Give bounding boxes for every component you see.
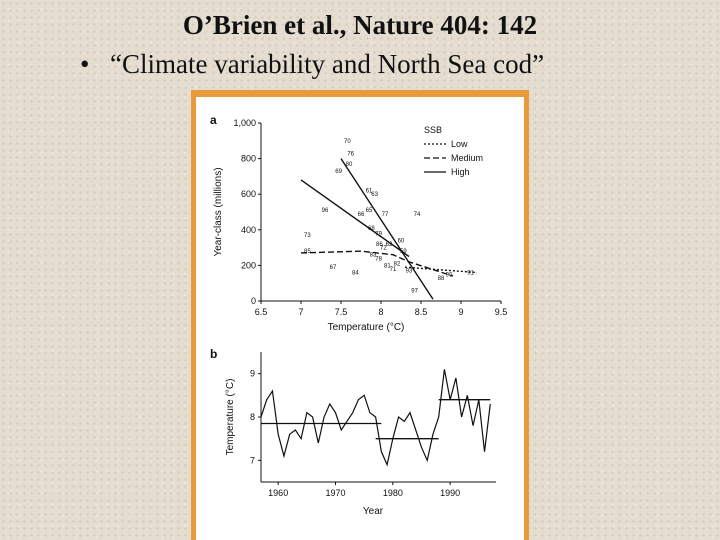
scatter-point-label: 93 xyxy=(406,269,413,275)
scatter-point-label: 83 xyxy=(370,253,377,259)
slide-subtitle: “Climate variability and North Sea cod” xyxy=(110,49,545,79)
panel-a-y-tick-label: 200 xyxy=(241,260,256,270)
panel-b-x-tick-label: 1970 xyxy=(325,488,345,498)
legend-label-medium: Medium xyxy=(451,153,483,163)
scatter-point-label: 91 xyxy=(467,271,474,277)
panel-a-y-tick-label: 400 xyxy=(241,225,256,235)
scatter-point-label: 67 xyxy=(330,265,337,271)
panel-a-y-tick-label: 800 xyxy=(241,154,256,164)
panel-b-y-tick-label: 9 xyxy=(250,369,255,379)
scatter-point-label: 60 xyxy=(398,238,405,244)
scatter-point-label: 72 xyxy=(380,246,387,252)
scatter-point-label: 73 xyxy=(304,233,311,239)
panel-b-y-tick-label: 7 xyxy=(250,455,255,465)
figure-panel: a 6.5 7 7.5 8 8.5 9 9.5 0 200 400 600 800 1,000 Temper… xyxy=(196,97,524,540)
scatter-point-label: 78 xyxy=(375,256,382,262)
scatter-point-label: 85 xyxy=(304,249,311,255)
scatter-point-label: 70 xyxy=(344,139,351,145)
panel-b-x-tick-label: 1980 xyxy=(383,488,403,498)
panel-a-x-tick-label: 9.5 xyxy=(495,307,508,317)
scatter-point-label: 69 xyxy=(335,169,342,175)
scatter-point-label: 59 xyxy=(400,249,407,255)
figure-svg: a 6.5 7 7.5 8 8.5 9 9.5 0 200 400 600 800 1,000 Temper… xyxy=(210,113,508,517)
fit-line-high xyxy=(300,179,410,258)
panel-a-y-tick-label: 0 xyxy=(251,296,256,306)
scatter-point-label: 81 xyxy=(384,263,391,269)
figure-frame: a 6.5 7 7.5 8 8.5 9 9.5 0 200 400 600 800 1,000 Temper… xyxy=(191,90,529,540)
scatter-point-label: 80 xyxy=(346,162,353,168)
scatter-point-label: 65 xyxy=(366,208,373,214)
scatter-point-label: 62 xyxy=(386,242,393,248)
panel-b-label: b xyxy=(210,347,217,361)
scatter-point-label: 84 xyxy=(352,271,359,277)
bullet-glyph: • xyxy=(80,49,90,79)
scatter-point-label: 66 xyxy=(358,212,365,218)
scatter-point-label: 71 xyxy=(390,267,397,273)
scatter-point-label: 79 xyxy=(375,231,382,237)
scatter-point-label: 88 xyxy=(438,276,445,282)
panel-b-x-tick-label: 1990 xyxy=(440,488,460,498)
legend-title: SSB xyxy=(424,125,442,135)
panel-a-x-tick-label: 9 xyxy=(458,307,463,317)
panel-a-x-tick-label: 7.5 xyxy=(335,307,348,317)
scatter-point-label: 76 xyxy=(347,151,354,157)
panel-a-x-tick-label: 8.5 xyxy=(415,307,428,317)
scatter-point-label: 82 xyxy=(394,262,401,268)
scatter-point-label: 74 xyxy=(414,212,421,218)
temperature-series-line xyxy=(260,369,491,467)
panel-a-x-tick-label: 8 xyxy=(378,307,383,317)
panel-b-y-axis-label: Temperature (°C) xyxy=(225,379,236,456)
scatter-point-label: 90 xyxy=(446,272,453,278)
panel-a-y-tick-label: 600 xyxy=(241,189,256,199)
panel-b-x-tick-label: 1960 xyxy=(268,488,288,498)
panel-a-x-tick-label: 7 xyxy=(298,307,303,317)
legend-label-low: Low xyxy=(451,139,468,149)
panel-a-y-tick-label: 1,000 xyxy=(233,118,256,128)
panel-a-label: a xyxy=(210,113,217,127)
fit-line-high xyxy=(340,158,434,300)
panel-a-x-tick-label: 6.5 xyxy=(255,307,268,317)
scatter-point-label: 77 xyxy=(382,212,389,218)
panel-a-x-axis-label: Temperature (°C) xyxy=(328,322,405,333)
scatter-point-label: 97 xyxy=(411,288,418,294)
scatter-point-label: 96 xyxy=(322,208,329,214)
scatter-point-label: 61 xyxy=(366,189,373,195)
fit-line-low xyxy=(404,266,478,274)
scatter-point-label: 86 xyxy=(376,242,383,248)
panel-b-y-tick-label: 8 xyxy=(250,412,255,422)
fit-line-medium xyxy=(300,250,454,277)
panel-b-x-axis-label: Year xyxy=(363,506,384,517)
panel-a-y-axis-label: Year-class (millions) xyxy=(213,167,224,256)
scatter-point-label: 63 xyxy=(371,192,378,198)
slide-title: O’Brien et al., Nature 404: 142 xyxy=(182,10,538,40)
scatter-point-label: 68 xyxy=(368,226,375,232)
slide-subtitle-line: • “Climate variability and North Sea cod” xyxy=(80,49,544,80)
legend-label-high: High xyxy=(451,167,470,177)
